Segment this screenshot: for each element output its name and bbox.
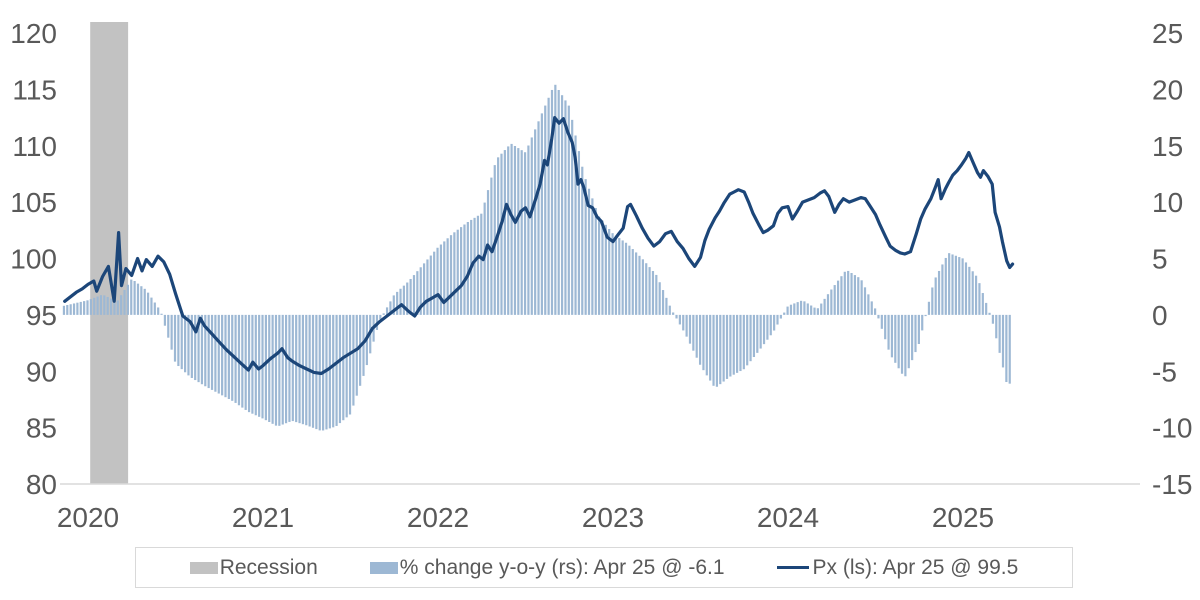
- y-axis-left: 120 115 110 105 100 95 90 85 80: [10, 18, 57, 500]
- y-axis-right-tick-10: 10: [1152, 187, 1183, 218]
- x-axis-label-2023: 2023: [582, 502, 644, 533]
- x-axis-label-2021: 2021: [232, 502, 294, 533]
- y-axis-left-tick-100: 100: [10, 244, 57, 275]
- x-axis-label-2022: 2022: [407, 502, 469, 533]
- y-axis-right-tick-15: 15: [1152, 131, 1183, 162]
- y-axis-right-tick--10: -10: [1152, 413, 1192, 444]
- recession-swatch-icon: [189, 561, 218, 574]
- legend-item-recession: Recession: [189, 555, 318, 580]
- y-axis-left-tick-95: 95: [26, 300, 57, 331]
- y-axis-left-tick-115: 115: [12, 74, 57, 105]
- y-axis-right-tick-25: 25: [1152, 18, 1183, 49]
- legend-item-yoy-bars: % change y-o-y (rs): Apr 25 @ -6.1: [369, 555, 725, 580]
- y-axis-left-tick-90: 90: [26, 356, 57, 387]
- chart-legend: Recession % change y-o-y (rs): Apr 25 @ …: [135, 547, 1073, 588]
- recession-band: [90, 22, 129, 484]
- yoy-bars-swatch-icon: [369, 561, 398, 574]
- chart-canvas: 120115110105100959085802520151050-5-10-1…: [10, 18, 1192, 533]
- yoy-bars-series: [62, 84, 1011, 431]
- legend-label-px-line: Px (ls): Apr 25 @ 99.5: [812, 555, 1019, 579]
- y-axis-left-tick-80: 80: [26, 469, 57, 500]
- x-axis-label-2020: 2020: [57, 502, 119, 533]
- y-axis-left-tick-110: 110: [12, 131, 57, 162]
- y-axis-left-tick-105: 105: [10, 187, 57, 218]
- y-axis-right-tick--15: -15: [1152, 469, 1192, 500]
- legend-label-yoy-bars: % change y-o-y (rs): Apr 25 @ -6.1: [399, 555, 725, 579]
- x-axis-label-2025: 2025: [932, 502, 994, 533]
- y-axis-right-tick-5: 5: [1152, 244, 1168, 275]
- x-axis-label-2024: 2024: [757, 502, 819, 533]
- legend-item-px-line: Px (ls): Apr 25 @ 99.5: [776, 555, 1019, 580]
- px-line-series: [63, 116, 1015, 376]
- x-axis: 2020 2021 2022 2023 2024 2025: [57, 502, 994, 533]
- y-axis-right-tick-0: 0: [1152, 300, 1168, 331]
- y-axis-left-tick-120: 120: [10, 18, 57, 49]
- y-axis-right-tick-20: 20: [1152, 74, 1183, 105]
- y-axis-left-tick-85: 85: [26, 413, 57, 444]
- y-axis-right-tick--5: -5: [1152, 356, 1177, 387]
- legend-label-recession: Recession: [219, 555, 318, 579]
- y-axis-right: 25 20 15 10 5 0 -5 -10 -15: [1152, 18, 1192, 500]
- px-line-swatch-icon: [776, 566, 809, 569]
